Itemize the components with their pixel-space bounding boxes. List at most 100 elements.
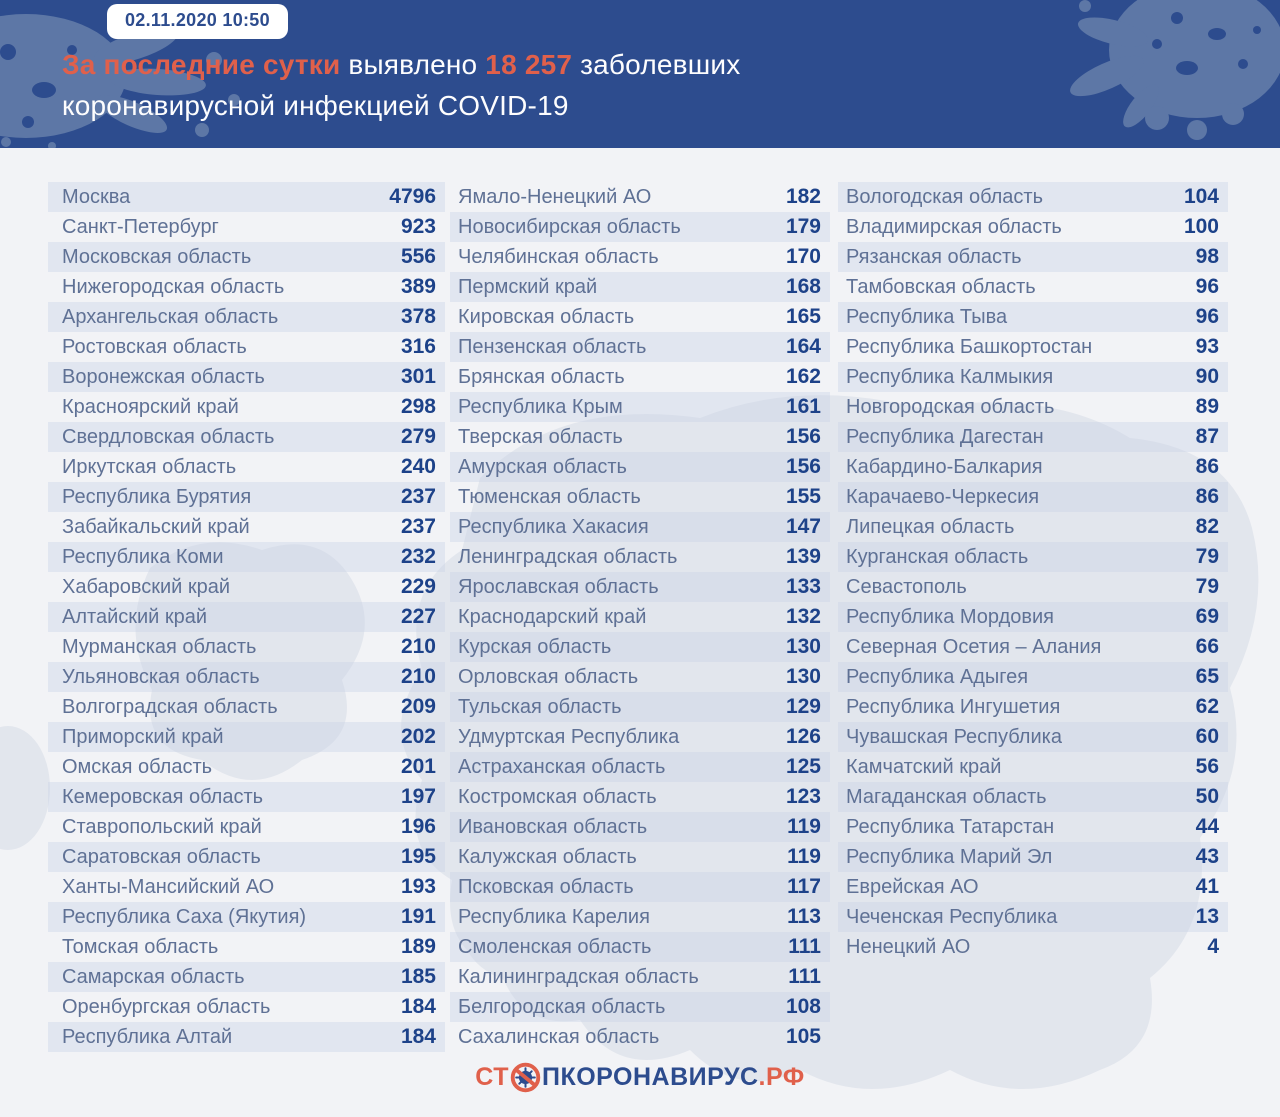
table-row: Республика Тыва 96 (838, 302, 1228, 332)
region-value: 105 (785, 1025, 821, 1048)
region-value: 156 (785, 455, 821, 478)
table-row: Омская область 201 (48, 752, 445, 782)
table-row: Чеченская Республика 13 (838, 902, 1228, 932)
region-value: 193 (400, 875, 436, 898)
table-row: Пермский край 168 (450, 272, 830, 302)
table-row: Новгородская область 89 (838, 392, 1228, 422)
logo-middle: ПКОРОНАВИРУС (542, 1063, 759, 1091)
table-row: Республика Саха (Якутия) 191 (48, 902, 445, 932)
region-name: Республика Саха (Якутия) (62, 905, 307, 928)
region-value: 69 (1195, 605, 1219, 628)
table-row: Брянская область 162 (450, 362, 830, 392)
region-value: 133 (785, 575, 821, 598)
region-value: 113 (787, 905, 821, 928)
region-name: Омская область (62, 755, 213, 778)
stopcoronavirus-logo: СТ ПКОРОНАВИРУС .РФ (0, 1062, 1280, 1093)
region-value: 298 (400, 395, 436, 418)
table-row: Свердловская область 279 (48, 422, 445, 452)
region-value: 56 (1195, 755, 1219, 778)
region-value: 162 (785, 365, 821, 388)
region-name: Пермский край (458, 275, 598, 298)
region-name: Липецкая область (846, 515, 1015, 538)
table-row: Камчатский край 56 (838, 752, 1228, 782)
table-row: Тамбовская область 96 (838, 272, 1228, 302)
region-name: Ненецкий АО (846, 935, 971, 958)
table-row: Ямало-Ненецкий АО 182 (450, 182, 830, 212)
region-name: Москва (62, 185, 131, 208)
table-row: Курская область 130 (450, 632, 830, 662)
region-value: 82 (1195, 515, 1219, 538)
table-row: Республика Башкортостан 93 (838, 332, 1228, 362)
region-name: Республика Калмыкия (846, 365, 1054, 388)
table-row: Ростовская область 316 (48, 332, 445, 362)
logo-suffix: .РФ (758, 1063, 805, 1091)
region-value: 316 (400, 335, 436, 358)
regions-table: Москва 4796 Санкт-Петербург 923 Московская о… (0, 148, 1280, 1117)
region-name: Иркутская область (62, 455, 237, 478)
table-row: Кемеровская область 197 (48, 782, 445, 812)
region-name: Псковская область (458, 875, 634, 898)
table-row: Сахалинская область 105 (450, 1022, 830, 1052)
region-value: 191 (400, 905, 436, 928)
region-value: 201 (400, 755, 436, 778)
title-plain-tail: заболевших (572, 49, 741, 80)
region-name: Владимирская область (846, 215, 1062, 238)
region-name: Ленинградская область (458, 545, 678, 568)
region-name: Карачаево-Черкесия (846, 485, 1040, 508)
table-row: Северная Осетия – Алания 66 (838, 632, 1228, 662)
region-name: Республика Адыгея (846, 665, 1029, 688)
region-name: Пензенская область (458, 335, 647, 358)
region-name: Рязанская область (846, 245, 1022, 268)
table-row: Вологодская область 104 (838, 182, 1228, 212)
region-value: 96 (1195, 305, 1219, 328)
table-column-2: Ямало-Ненецкий АО 182 Новосибирская област… (450, 182, 830, 1052)
table-row: Амурская область 156 (450, 452, 830, 482)
region-value: 87 (1195, 425, 1219, 448)
region-name: Республика Алтай (62, 1025, 233, 1048)
table-row: Республика Алтай 184 (48, 1022, 445, 1052)
region-name: Приморский край (62, 725, 224, 748)
region-name: Камчатский край (846, 755, 1002, 778)
region-value: 182 (785, 185, 821, 208)
region-value: 184 (400, 1025, 436, 1048)
region-name: Республика Коми (62, 545, 224, 568)
table-row: Кировская область 165 (450, 302, 830, 332)
region-value: 279 (400, 425, 436, 448)
region-name: Республика Хакасия (458, 515, 649, 538)
region-value: 210 (400, 665, 436, 688)
region-name: Тюменская область (458, 485, 641, 508)
region-name: Новгородская область (846, 395, 1055, 418)
region-name: Санкт-Петербург (62, 215, 219, 238)
region-value: 161 (785, 395, 821, 418)
region-value: 111 (788, 965, 821, 988)
region-value: 132 (785, 605, 821, 628)
region-value: 301 (400, 365, 436, 388)
region-value: 79 (1195, 575, 1219, 598)
table-row: Москва 4796 (48, 182, 445, 212)
table-row: Смоленская область 111 (450, 932, 830, 962)
table-row: Белгородская область 108 (450, 992, 830, 1022)
table-row: Калужская область 119 (450, 842, 830, 872)
region-value: 130 (785, 635, 821, 658)
region-name: Магаданская область (846, 785, 1047, 808)
region-value: 60 (1195, 725, 1219, 748)
region-name: Республика Дагестан (846, 425, 1044, 448)
region-value: 89 (1195, 395, 1219, 418)
table-row: Удмуртская Республика 126 (450, 722, 830, 752)
region-value: 13 (1195, 905, 1219, 928)
region-value: 43 (1195, 845, 1219, 868)
table-row: Ярославская область 133 (450, 572, 830, 602)
table-row: Волгоградская область 209 (48, 692, 445, 722)
table-row: Тульская область 129 (450, 692, 830, 722)
region-name: Вологодская область (846, 185, 1044, 208)
region-name: Кировская область (458, 305, 635, 328)
table-row: Мурманская область 210 (48, 632, 445, 662)
region-name: Нижегородская область (62, 275, 285, 298)
table-row: Новосибирская область 179 (450, 212, 830, 242)
region-name: Курская область (458, 635, 612, 658)
region-value: 237 (400, 485, 436, 508)
region-value: 184 (400, 995, 436, 1018)
region-name: Ямало-Ненецкий АО (458, 185, 652, 208)
region-value: 126 (785, 725, 821, 748)
region-value: 111 (788, 935, 821, 958)
